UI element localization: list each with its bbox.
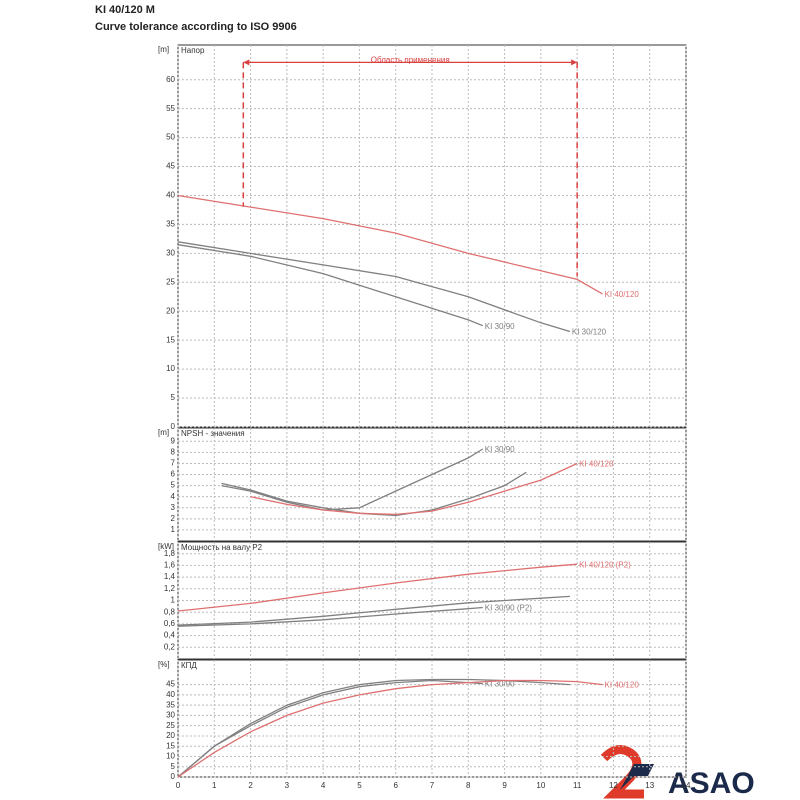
y-tick-label: 25 [166,721,175,730]
y-tick-label: 9 [171,436,176,445]
curve-label: KI 40/120 [605,681,640,690]
axis-unit: [%] [158,660,170,669]
annotation: Область применения [371,55,450,64]
curve [177,678,570,778]
x-tick-label: 12 [609,781,618,790]
x-tick-label: 14 [682,781,691,790]
curve [177,563,578,612]
y-tick-label: 6 [171,470,176,479]
y-tick-label: 0,4 [164,631,176,640]
curve-label: KI 40/120 [605,290,640,299]
y-tick-label: 1,8 [164,549,176,558]
y-tick-label: 4 [171,492,176,501]
panel-title: NPSH - значения [181,429,245,438]
y-tick-label: 0,8 [164,607,176,616]
y-tick-label: 30 [166,711,175,720]
x-tick-label: 8 [466,781,471,790]
panel-title: Мощность на валу P2 [181,543,263,552]
curve [177,194,603,295]
y-tick-label: 30 [166,248,175,257]
logo: ASAO [600,745,755,800]
x-tick-label: 9 [502,781,507,790]
y-tick-label: 35 [166,700,175,709]
y-tick-label: 0 [171,772,176,781]
y-tick-label: 25 [166,277,175,286]
y-tick-label: 10 [166,364,175,373]
y-tick-label: 15 [166,335,175,344]
y-tick-label: 1 [171,596,176,605]
curve-label: KI 30/90 (P2) [485,604,532,613]
y-tick-label: 1,4 [164,572,176,581]
x-tick-label: 0 [176,781,181,790]
y-tick-label: 1,2 [164,584,176,593]
y-tick-label: 40 [166,191,175,200]
curve [177,679,603,778]
y-tick-label: 3 [171,503,176,512]
logo-text: ASAO [668,767,755,800]
y-tick-label: 45 [166,680,175,689]
curve [250,462,578,516]
curve-label: KI 30/90 [485,322,515,331]
y-tick-label: 55 [166,104,175,113]
y-tick-label: 10 [166,752,175,761]
y-tick-label: 15 [166,741,175,750]
curve-label: KI 30/90 [485,445,515,454]
panel-title: КПД [181,661,197,670]
y-tick-label: 5 [171,393,176,402]
subtitle: Curve tolerance according to ISO 9906 [95,21,297,33]
curve-label: KI 40/120 (P2) [579,560,631,569]
y-tick-label: 45 [166,162,175,171]
axis-unit: [m] [158,45,169,54]
y-tick-label: 40 [166,690,175,699]
x-tick-label: 13 [645,781,654,790]
x-tick-label: 1 [212,781,217,790]
y-tick-label: 35 [166,220,175,229]
y-tick-label: 2 [171,514,176,523]
y-tick-label: 20 [166,306,175,315]
y-tick-label: 0,2 [164,642,176,651]
x-tick-label: 2 [248,781,253,790]
y-tick-label: 1,6 [164,561,176,570]
curve [177,241,571,333]
x-tick-label: 3 [285,781,290,790]
y-tick-label: 1 [171,525,176,534]
title: KI 40/120 M [95,4,155,16]
curve [177,606,483,627]
curve-label: KI 40/120 [579,460,614,469]
curve [221,471,527,517]
panel-title: Напор [181,46,205,55]
curve [177,679,483,778]
y-tick-label: 0 [171,422,176,431]
x-tick-label: 4 [321,781,326,790]
axis-unit: [kW] [158,542,174,551]
x-tick-label: 7 [430,781,435,790]
y-tick-label: 20 [166,731,175,740]
curve [177,595,570,626]
x-tick-label: 11 [573,781,582,790]
curve-label: KI 30/120 [572,328,607,337]
x-tick-label: 5 [357,781,362,790]
x-tick-label: 10 [536,781,545,790]
y-tick-label: 60 [166,75,175,84]
y-tick-label: 8 [171,447,176,456]
x-tick-label: 6 [393,781,398,790]
y-tick-label: 50 [166,133,175,142]
y-tick-label: 0,6 [164,619,176,628]
curve [221,448,484,511]
curve [177,244,484,327]
axis-unit: [m] [158,428,169,437]
logo-icon [620,764,654,790]
y-tick-label: 7 [171,459,176,468]
y-tick-label: 5 [171,762,176,771]
y-tick-label: 5 [171,481,176,490]
curve-label: KI 30/90 [485,680,515,689]
